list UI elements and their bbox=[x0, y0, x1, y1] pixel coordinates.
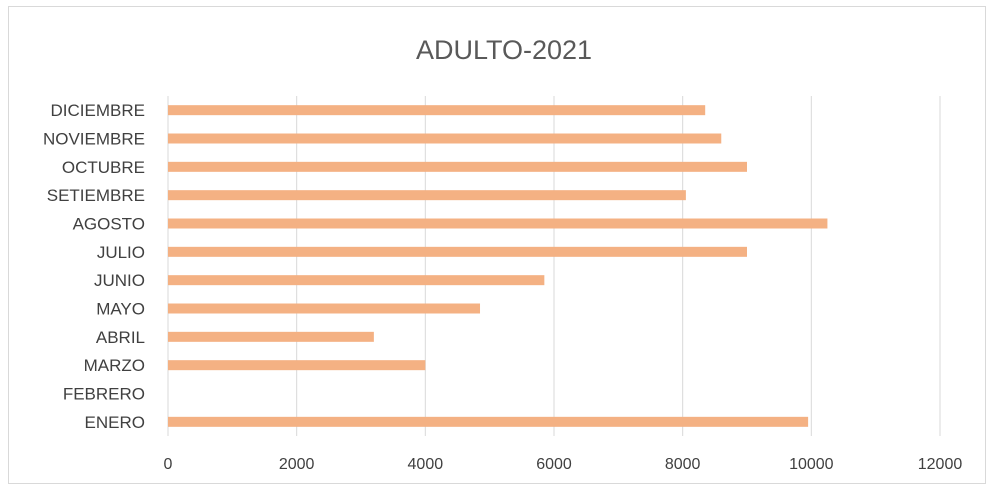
bar bbox=[168, 303, 481, 314]
x-tick-label: 4000 bbox=[408, 456, 444, 473]
category-label: AGOSTO bbox=[73, 215, 145, 234]
x-tick-label: 6000 bbox=[536, 456, 572, 473]
category-label: MARZO bbox=[84, 356, 145, 375]
category-label: FEBRERO bbox=[63, 385, 145, 404]
category-label: OCTUBRE bbox=[62, 158, 145, 177]
bar bbox=[168, 275, 545, 286]
category-label: SETIEMBRE bbox=[47, 186, 145, 205]
chart-frame bbox=[8, 6, 986, 484]
x-tick-label: 0 bbox=[164, 456, 173, 473]
category-label: DICIEMBRE bbox=[51, 101, 145, 120]
bar bbox=[168, 190, 686, 201]
bar bbox=[168, 161, 747, 172]
category-label: JULIO bbox=[97, 243, 145, 262]
category-label: ABRIL bbox=[96, 328, 145, 347]
category-label: ENERO bbox=[85, 413, 145, 432]
bars bbox=[168, 105, 828, 427]
category-labels: ENERO FEBRERO MARZO ABRIL MAYO JUNIO JULIO AGOS… bbox=[43, 101, 145, 432]
bar bbox=[168, 246, 747, 257]
x-tick-label: 12000 bbox=[918, 456, 963, 473]
category-label: MAYO bbox=[96, 300, 145, 319]
bar bbox=[168, 331, 374, 342]
category-label: NOVIEMBRE bbox=[43, 130, 145, 149]
bar bbox=[168, 360, 426, 371]
gridlines bbox=[167, 96, 941, 436]
x-tick-label: 2000 bbox=[279, 456, 315, 473]
x-tick-label: 8000 bbox=[665, 456, 701, 473]
x-tick-label: 10000 bbox=[789, 456, 834, 473]
chart-title: ADULTO-2021 bbox=[416, 35, 592, 65]
bar bbox=[168, 218, 828, 229]
category-label: JUNIO bbox=[94, 271, 145, 290]
x-tick-labels: 0 2000 4000 6000 8000 10000 12000 bbox=[164, 456, 963, 473]
bar bbox=[168, 416, 809, 427]
bar bbox=[168, 133, 722, 144]
bar bbox=[168, 105, 706, 116]
